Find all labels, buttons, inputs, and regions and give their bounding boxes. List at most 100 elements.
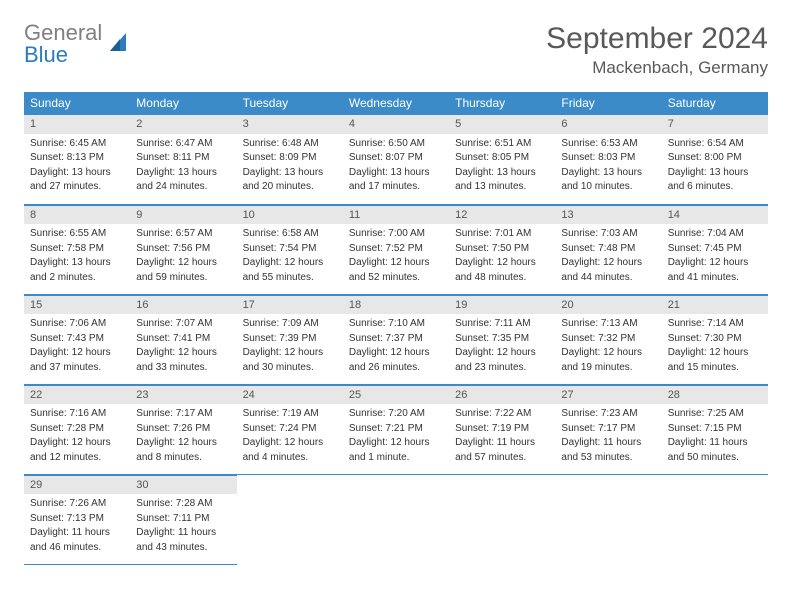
day-line: Sunset: 7:17 PM bbox=[561, 422, 655, 436]
day-line: and 19 minutes. bbox=[561, 361, 655, 375]
day-line: Sunset: 8:09 PM bbox=[243, 151, 337, 165]
day-number: 21 bbox=[662, 295, 768, 315]
day-line: Daylight: 11 hours bbox=[136, 526, 230, 540]
calendar-day-cell: 30 Sunrise: 7:28 AMSunset: 7:11 PMDayligh… bbox=[130, 474, 236, 564]
calendar-day-cell: 7Sunrise: 6:54 AMSunset: 8:00 PMDaylight… bbox=[662, 114, 768, 204]
calendar-header-row: SundayMondayTuesdayWednesdayThursdayFrid… bbox=[24, 92, 768, 114]
day-line: Sunrise: 7:14 AM bbox=[668, 317, 762, 331]
day-line: Sunrise: 7:26 AM bbox=[30, 497, 124, 511]
day-line: Sunrise: 7:01 AM bbox=[455, 227, 549, 241]
day-line: Sunset: 7:45 PM bbox=[668, 242, 762, 256]
calendar-day-cell: 1Sunrise: 6:45 AMSunset: 8:13 PMDaylight… bbox=[24, 114, 130, 204]
day-line: and 43 minutes. bbox=[136, 541, 230, 555]
day-number: 24 bbox=[237, 385, 343, 405]
day-line: and 13 minutes. bbox=[455, 180, 549, 194]
day-line: Sunrise: 6:57 AM bbox=[136, 227, 230, 241]
calendar-week-row: 1Sunrise: 6:45 AMSunset: 8:13 PMDaylight… bbox=[24, 114, 768, 204]
day-line: and 24 minutes. bbox=[136, 180, 230, 194]
day-line: Daylight: 12 hours bbox=[668, 346, 762, 360]
day-line: Sunrise: 7:13 AM bbox=[561, 317, 655, 331]
calendar-day-cell: 16Sunrise: 7:07 AMSunset: 7:41 PMDayligh… bbox=[130, 294, 236, 384]
day-line: Sunrise: 7:16 AM bbox=[30, 407, 124, 421]
day-line: Daylight: 12 hours bbox=[349, 436, 443, 450]
day-line: Daylight: 12 hours bbox=[136, 346, 230, 360]
day-line: Daylight: 11 hours bbox=[455, 436, 549, 450]
calendar-day-cell: 17Sunrise: 7:09 AMSunset: 7:39 PMDayligh… bbox=[237, 294, 343, 384]
day-line: Sunrise: 7:04 AM bbox=[668, 227, 762, 241]
day-line: Daylight: 12 hours bbox=[561, 346, 655, 360]
day-line: Sunrise: 7:09 AM bbox=[243, 317, 337, 331]
day-content: Sunrise: 6:45 AMSunset: 8:13 PMDaylight:… bbox=[24, 134, 130, 201]
day-content: Sunrise: 7:25 AMSunset: 7:15 PMDaylight:… bbox=[662, 404, 768, 471]
calendar-day-cell: 19Sunrise: 7:11 AMSunset: 7:35 PMDayligh… bbox=[449, 294, 555, 384]
day-line: Sunset: 7:52 PM bbox=[349, 242, 443, 256]
day-line: and 46 minutes. bbox=[30, 541, 124, 555]
day-line: and 15 minutes. bbox=[668, 361, 762, 375]
day-line: Sunrise: 7:25 AM bbox=[668, 407, 762, 421]
day-content: Sunrise: 7:14 AMSunset: 7:30 PMDaylight:… bbox=[662, 314, 768, 381]
day-line: Daylight: 12 hours bbox=[349, 346, 443, 360]
logo-text: General Blue bbox=[24, 22, 102, 66]
day-line: and 8 minutes. bbox=[136, 451, 230, 465]
day-line: Sunrise: 6:53 AM bbox=[561, 137, 655, 151]
day-line: and 48 minutes. bbox=[455, 271, 549, 285]
day-content: Sunrise: 7:19 AMSunset: 7:24 PMDaylight:… bbox=[237, 404, 343, 471]
day-number: 30 bbox=[130, 475, 236, 495]
calendar-day-cell: 8Sunrise: 6:55 AMSunset: 7:58 PMDaylight… bbox=[24, 204, 130, 294]
day-content: Sunrise: 7:09 AMSunset: 7:39 PMDaylight:… bbox=[237, 314, 343, 381]
day-line: Sunrise: 6:48 AM bbox=[243, 137, 337, 151]
day-line: and 44 minutes. bbox=[561, 271, 655, 285]
calendar-body: 1Sunrise: 6:45 AMSunset: 8:13 PMDaylight… bbox=[24, 114, 768, 564]
logo: General Blue bbox=[24, 22, 132, 66]
day-content: Sunrise: 7:04 AMSunset: 7:45 PMDaylight:… bbox=[662, 224, 768, 291]
day-line: and 27 minutes. bbox=[30, 180, 124, 194]
day-line: Daylight: 13 hours bbox=[349, 166, 443, 180]
day-line: and 4 minutes. bbox=[243, 451, 337, 465]
calendar-day-cell: 2Sunrise: 6:47 AMSunset: 8:11 PMDaylight… bbox=[130, 114, 236, 204]
day-line: Sunrise: 7:28 AM bbox=[136, 497, 230, 511]
day-line: Sunset: 7:37 PM bbox=[349, 332, 443, 346]
weekday-header: Sunday bbox=[24, 92, 130, 114]
day-line: Sunset: 7:26 PM bbox=[136, 422, 230, 436]
day-line: Daylight: 11 hours bbox=[30, 526, 124, 540]
day-line: Sunrise: 6:55 AM bbox=[30, 227, 124, 241]
day-number: 17 bbox=[237, 295, 343, 315]
day-content: Sunrise: 6:53 AMSunset: 8:03 PMDaylight:… bbox=[555, 134, 661, 201]
day-line: and 37 minutes. bbox=[30, 361, 124, 375]
day-line: Sunrise: 7:00 AM bbox=[349, 227, 443, 241]
day-line: Sunset: 7:19 PM bbox=[455, 422, 549, 436]
day-line: Sunset: 7:11 PM bbox=[136, 512, 230, 526]
calendar-day-cell: 10Sunrise: 6:58 AMSunset: 7:54 PMDayligh… bbox=[237, 204, 343, 294]
logo-text-blue: Blue bbox=[24, 42, 68, 67]
day-line: Sunset: 7:50 PM bbox=[455, 242, 549, 256]
day-number: 12 bbox=[449, 205, 555, 225]
day-number: 1 bbox=[24, 114, 130, 134]
day-content: Sunrise: 7:00 AMSunset: 7:52 PMDaylight:… bbox=[343, 224, 449, 291]
day-line: Sunset: 7:54 PM bbox=[243, 242, 337, 256]
day-line: Sunrise: 7:07 AM bbox=[136, 317, 230, 331]
day-number: 7 bbox=[662, 114, 768, 134]
day-line: Sunrise: 7:20 AM bbox=[349, 407, 443, 421]
day-line: and 2 minutes. bbox=[30, 271, 124, 285]
day-line: Daylight: 13 hours bbox=[243, 166, 337, 180]
weekday-header: Wednesday bbox=[343, 92, 449, 114]
calendar-day-cell bbox=[555, 474, 661, 564]
day-line: and 1 minute. bbox=[349, 451, 443, 465]
weekday-header: Monday bbox=[130, 92, 236, 114]
day-line: and 50 minutes. bbox=[668, 451, 762, 465]
day-content: Sunrise: 6:54 AMSunset: 8:00 PMDaylight:… bbox=[662, 134, 768, 201]
day-content: Sunrise: 6:47 AMSunset: 8:11 PMDaylight:… bbox=[130, 134, 236, 201]
day-number: 2 bbox=[130, 114, 236, 134]
day-line: Sunrise: 6:54 AM bbox=[668, 137, 762, 151]
day-number: 11 bbox=[343, 205, 449, 225]
logo-sail-icon bbox=[106, 29, 132, 59]
day-content: Sunrise: 6:57 AMSunset: 7:56 PMDaylight:… bbox=[130, 224, 236, 291]
title-block: September 2024 Mackenbach, Germany bbox=[546, 22, 768, 78]
day-number: 10 bbox=[237, 205, 343, 225]
day-line: Daylight: 12 hours bbox=[136, 436, 230, 450]
day-line: Sunrise: 7:22 AM bbox=[455, 407, 549, 421]
day-number: 8 bbox=[24, 205, 130, 225]
day-content: Sunrise: 7:26 AMSunset: 7:13 PMDaylight:… bbox=[24, 494, 130, 561]
day-line: Sunrise: 7:17 AM bbox=[136, 407, 230, 421]
day-line: and 57 minutes. bbox=[455, 451, 549, 465]
